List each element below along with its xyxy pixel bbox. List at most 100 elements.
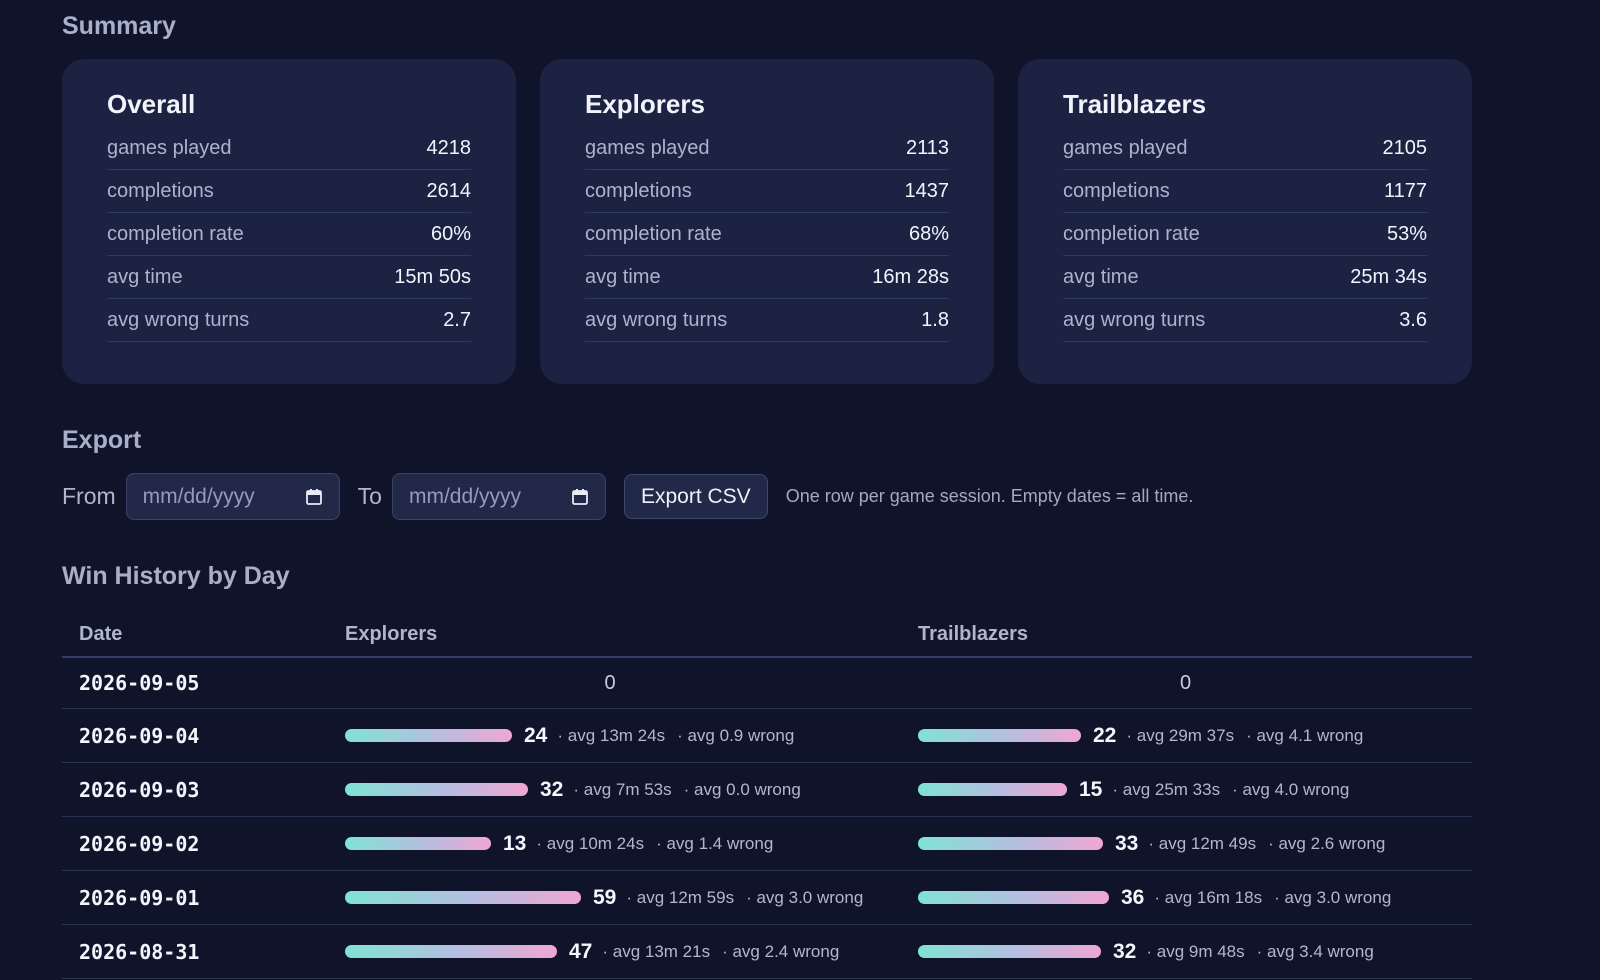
stat-value: 16m 28s xyxy=(872,265,949,288)
stat-value: 1.8 xyxy=(921,308,949,331)
stat-label: games played xyxy=(585,136,710,159)
stat-value: 2105 xyxy=(1382,136,1428,159)
table-row: 2026-08-31 47 · avg 13m 21s · avg 2.4 wr… xyxy=(62,925,1472,979)
explorers-avg-time: · avg 7m 53s xyxy=(573,779,672,799)
trailblazers-avg-wrong: · avg 3.4 wrong xyxy=(1256,941,1374,961)
explorers-cell: 0 xyxy=(345,672,918,695)
stat-row-completions: completions 1177 xyxy=(1063,170,1427,213)
explorers-cell: 24 · avg 13m 24s · avg 0.9 wrong xyxy=(345,724,918,748)
explorers-cell: 32 · avg 7m 53s · avg 0.0 wrong xyxy=(345,778,918,802)
stat-value: 68% xyxy=(908,222,949,245)
trailblazers-wins: 32 xyxy=(1113,939,1137,963)
summary-cards: Overall games played 4218 completions 2614… xyxy=(62,59,1472,384)
to-date-input[interactable]: mm/dd/yyyy xyxy=(391,473,606,520)
from-label: From xyxy=(62,483,116,509)
explorers-wins: 13 xyxy=(503,831,527,855)
trailblazers-avg-wrong: · avg 4.1 wrong xyxy=(1246,725,1364,745)
stat-row-completions: completions 2614 xyxy=(107,170,471,213)
row-date: 2026-09-04 xyxy=(79,723,200,748)
trailblazers-cell: 15 · avg 25m 33s · avg 4.0 wrong xyxy=(918,778,1472,802)
trailblazers-cell: 0 xyxy=(918,672,1472,695)
overall-card: Overall games played 4218 completions 2614… xyxy=(62,59,516,384)
stat-label: games played xyxy=(1063,136,1188,159)
export-note: One row per game session. Empty dates = … xyxy=(785,486,1194,506)
header-explorers: Explorers xyxy=(345,622,438,645)
explorers-avg-time: · avg 10m 24s xyxy=(536,833,645,853)
header-trailblazers: Trailblazers xyxy=(918,622,1029,645)
explorers-win-bar xyxy=(345,729,512,742)
stat-label: completion rate xyxy=(107,222,244,245)
table-header: Date Explorers Trailblazers xyxy=(62,612,1472,658)
card-title: Overall xyxy=(107,89,196,119)
row-date: 2026-08-31 xyxy=(79,939,200,964)
trailblazers-avg-time: · avg 25m 33s xyxy=(1112,779,1221,799)
stat-value: 60% xyxy=(430,222,471,245)
stat-label: avg wrong turns xyxy=(107,308,250,331)
table-row: 2026-09-02 13 · avg 10m 24s · avg 1.4 wr… xyxy=(62,817,1472,871)
trailblazers-avg-wrong: · avg 3.0 wrong xyxy=(1274,887,1392,907)
stat-label: avg wrong turns xyxy=(585,308,728,331)
from-date-input[interactable]: mm/dd/yyyy xyxy=(125,473,340,520)
explorers-wins: 59 xyxy=(593,885,617,909)
explorers-avg-wrong: · avg 2.4 wrong xyxy=(722,941,840,961)
trailblazers-win-bar xyxy=(918,945,1101,958)
stat-row-avg-time: avg time 16m 28s xyxy=(585,256,949,299)
stat-label: completion rate xyxy=(1063,222,1200,245)
calendar-icon[interactable] xyxy=(571,488,589,506)
export-heading: Export xyxy=(62,426,142,454)
stat-row-games-played: games played 4218 xyxy=(107,127,471,170)
to-label: To xyxy=(357,483,382,509)
calendar-icon[interactable] xyxy=(305,488,323,506)
stat-value: 4218 xyxy=(426,136,472,159)
trailblazers-cell: 32 · avg 9m 48s · avg 3.4 wrong xyxy=(918,940,1472,964)
stat-label: completions xyxy=(585,179,692,202)
card-title: Explorers xyxy=(585,89,705,119)
explorers-avg-wrong: · avg 0.0 wrong xyxy=(683,779,801,799)
stat-row-completion-rate: completion rate 60% xyxy=(107,213,471,256)
trailblazers-avg-time: · avg 16m 18s xyxy=(1154,887,1263,907)
explorers-win-bar xyxy=(345,945,557,958)
trailblazers-win-bar xyxy=(918,837,1103,850)
export-csv-button[interactable]: Export CSV xyxy=(623,474,768,519)
to-date-placeholder: mm/dd/yyyy xyxy=(408,484,521,508)
card-title: Trailblazers xyxy=(1063,89,1207,119)
trailblazers-wins: 22 xyxy=(1093,723,1117,747)
stat-label: avg wrong turns xyxy=(1063,308,1206,331)
stat-row-avg-wrong-turns: avg wrong turns 3.6 xyxy=(1063,299,1427,342)
explorers-win-bar xyxy=(345,783,528,796)
from-date-placeholder: mm/dd/yyyy xyxy=(142,484,255,508)
stat-row-avg-time: avg time 25m 34s xyxy=(1063,256,1427,299)
explorers-avg-time: · avg 13m 21s xyxy=(602,941,711,961)
trailblazers-wins: 36 xyxy=(1121,885,1145,909)
summary-heading: Summary xyxy=(62,12,176,40)
history-heading: Win History by Day xyxy=(62,562,290,590)
stat-value: 1437 xyxy=(904,179,950,202)
explorers-cell: 13 · avg 10m 24s · avg 1.4 wrong xyxy=(345,832,918,856)
stat-label: completion rate xyxy=(585,222,722,245)
explorers-avg-wrong: · avg 3.0 wrong xyxy=(746,887,864,907)
stat-row-avg-wrong-turns: avg wrong turns 1.8 xyxy=(585,299,949,342)
row-date: 2026-09-02 xyxy=(79,831,200,856)
stat-row-games-played: games played 2105 xyxy=(1063,127,1427,170)
stat-label: avg time xyxy=(1063,265,1139,288)
trailblazers-cell: 22 · avg 29m 37s · avg 4.1 wrong xyxy=(918,724,1472,748)
trailblazers-avg-time: · avg 12m 49s xyxy=(1148,833,1257,853)
explorers-card: Explorers games played 2113 completions 14… xyxy=(540,59,994,384)
row-date: 2026-09-05 xyxy=(79,671,200,695)
stat-row-avg-wrong-turns: avg wrong turns 2.7 xyxy=(107,299,471,342)
explorers-wins: 24 xyxy=(524,723,548,747)
trailblazers-card: Trailblazers games played 2105 completion… xyxy=(1018,59,1472,384)
header-date: Date xyxy=(79,622,123,645)
trailblazers-avg-wrong: · avg 4.0 wrong xyxy=(1232,779,1350,799)
stat-label: avg time xyxy=(585,265,661,288)
export-controls: From mm/dd/yyyy To mm/dd/yyyy Export CSV… xyxy=(62,473,1193,520)
row-date: 2026-09-01 xyxy=(79,885,200,910)
win-history-table: Date Explorers Trailblazers 2026-09-05 0… xyxy=(62,612,1472,979)
trailblazers-cell: 36 · avg 16m 18s · avg 3.0 wrong xyxy=(918,886,1472,910)
stat-label: games played xyxy=(107,136,232,159)
explorers-wins: 0 xyxy=(604,671,616,694)
explorers-wins: 47 xyxy=(569,939,593,963)
table-row: 2026-09-05 0 0 xyxy=(62,658,1472,709)
stat-value: 2614 xyxy=(426,179,472,202)
trailblazers-win-bar xyxy=(918,729,1081,742)
